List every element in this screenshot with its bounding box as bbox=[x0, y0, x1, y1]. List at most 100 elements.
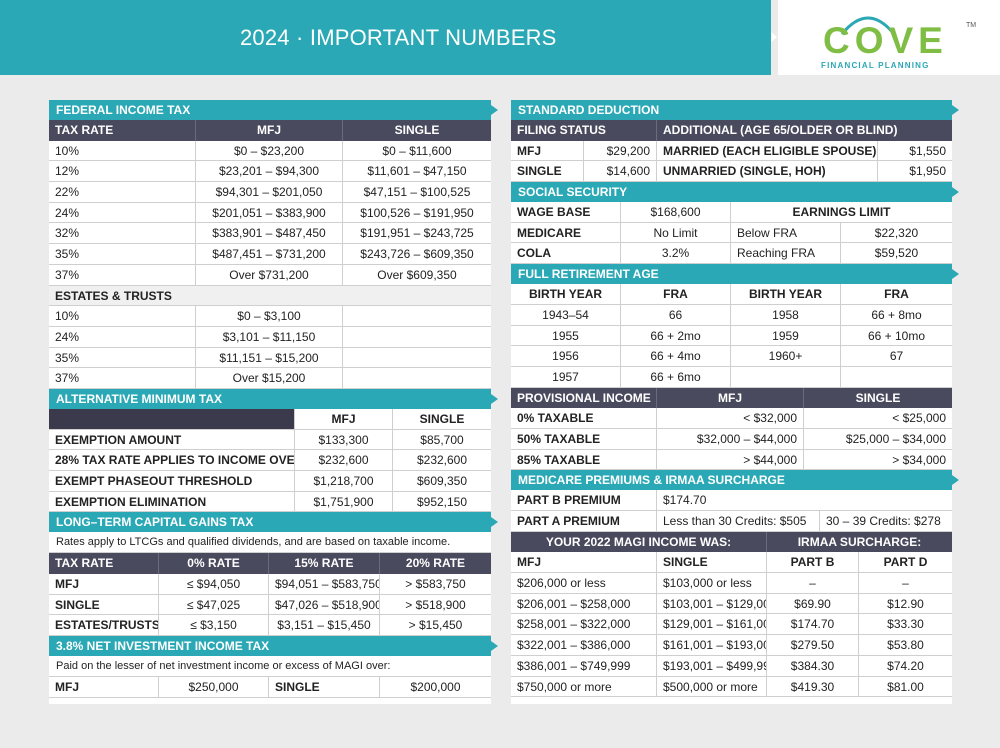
irmaa-col-partd: PART D bbox=[883, 555, 928, 570]
niit-note: Paid on the lesser of net investment inc… bbox=[49, 656, 491, 678]
section-ltcg: LONG–TERM CAPITAL GAINS TAX bbox=[49, 512, 498, 533]
estates-row-cell: 35% bbox=[49, 347, 196, 368]
prov-col-0: PROVISIONAL INCOME bbox=[511, 387, 657, 409]
ss-row: MEDICARE No Limit Below FRA $22,320 bbox=[511, 222, 952, 244]
amt-header-row: MFJ SINGLE bbox=[49, 408, 491, 430]
estates-row-cell bbox=[343, 368, 491, 388]
niit-single-value: $200,000 bbox=[410, 680, 461, 695]
prov-col-2: SINGLE bbox=[855, 390, 901, 405]
fit-col-mfj: MFJ bbox=[196, 120, 343, 141]
ss-wage-value: $168,600 bbox=[621, 202, 731, 222]
ss-row: COLA 3.2% Reaching FRA $59,520 bbox=[511, 243, 952, 265]
fra-row-cell: 1958 bbox=[731, 304, 841, 325]
irmaa-row: $206,001 – $258,000 $103,001 – $129,000 $6… bbox=[511, 593, 952, 615]
ltcg-row-cell: > $583,750 bbox=[405, 577, 466, 592]
amt-row: EXEMPTION ELIMINATION $1,751,900 $952,150 bbox=[49, 491, 491, 513]
fit-row-cell: $100,526 – $191,950 bbox=[360, 205, 474, 220]
irmaa-row-cell: $386,001 – $749,999 bbox=[511, 655, 657, 676]
amt-row-cell: $85,700 bbox=[420, 432, 464, 447]
irmaa-row-cell: $103,001 – $129,000 bbox=[657, 593, 767, 614]
fit-row: 12% $23,201 – $94,300 $11,601 – $47,150 bbox=[49, 161, 491, 183]
estates-row-cell bbox=[343, 348, 491, 368]
sd-col-1: ADDITIONAL (AGE 65/OLDER OR BLIND) bbox=[663, 123, 898, 137]
fit-row-cell: $47,151 – $100,525 bbox=[363, 185, 471, 200]
fit-row-cell: 12% bbox=[49, 161, 196, 182]
fit-row-cell: 10% bbox=[49, 140, 196, 161]
fra-row: 1956 66 + 4mo 1960+ 67 bbox=[511, 346, 952, 367]
estates-row-cell: 37% bbox=[49, 368, 196, 388]
amt-row-cell: $232,600 bbox=[416, 453, 468, 468]
ss-row-0: WAGE BASE $168,600 EARNINGS LIMIT bbox=[511, 202, 952, 223]
irmaa-row-cell: $74.20 bbox=[887, 658, 924, 673]
fit-row-cell: $0 – $11,600 bbox=[382, 143, 452, 158]
fra-row-cell: 66 + 2mo bbox=[621, 325, 731, 346]
irmaa-row-cell: $193,001 – $499,999 bbox=[657, 655, 767, 676]
amt-row: EXEMPTION AMOUNT $133,300 $85,700 bbox=[49, 429, 491, 451]
fra-row-cell: 66 + 4mo bbox=[621, 346, 731, 366]
irmaa-col-row: MFJ SINGLE PART B PART D bbox=[511, 552, 952, 574]
fit-row: 24% $201,051 – $383,900 $100,526 – $191,95… bbox=[49, 202, 491, 224]
fit-row-cell: $383,901 – $487,450 bbox=[196, 223, 343, 244]
sd-row: SINGLE $14,600 UNMARRIED (SINGLE, HOH) $1,9… bbox=[511, 161, 952, 183]
fit-row-cell: $11,601 – $47,150 bbox=[367, 164, 467, 179]
ltcg-col-1: 0% RATE bbox=[159, 553, 269, 575]
fit-row-cell: $94,301 – $201,050 bbox=[196, 182, 343, 202]
niit-mfj-value: $250,000 bbox=[159, 677, 269, 697]
prov-row: 50% TAXABLE $32,000 – $44,000 $25,000 – $3… bbox=[511, 428, 952, 450]
fit-header-row: TAX RATE MFJ SINGLE bbox=[49, 120, 491, 141]
ltcg-note: Rates apply to LTCGs and qualified divid… bbox=[49, 532, 491, 554]
fit-row-cell: $0 – $23,200 bbox=[196, 140, 343, 161]
section-niit: 3.8% NET INVESTMENT INCOME TAX bbox=[49, 636, 498, 657]
prov-row-cell: $32,000 – $44,000 bbox=[657, 428, 804, 449]
irmaa-row-cell: $129,001 – $161,000 bbox=[657, 614, 767, 635]
fit-row-cell: 32% bbox=[49, 223, 196, 244]
irmaa-header-row: YOUR 2022 MAGI INCOME WAS: IRMAA SURCHAR… bbox=[511, 531, 952, 553]
section-medicare: MEDICARE PREMIUMS & IRMAA SURCHARGE bbox=[511, 470, 959, 491]
fra-row-cell: 1960+ bbox=[731, 346, 841, 366]
niit-mfj-label: MFJ bbox=[49, 677, 159, 697]
niit-single-label: SINGLE bbox=[269, 677, 380, 697]
parta-row: PART A PREMIUM Less than 30 Credits: $50… bbox=[511, 511, 952, 532]
irmaa-row-cell: $419.30 bbox=[767, 676, 859, 697]
fit-row-cell: Over $609,350 bbox=[377, 267, 457, 282]
fit-row-cell: 35% bbox=[49, 244, 196, 264]
ltcg-row: MFJ ≤ $94,050 $94,051 – $583,750 > $583,750 bbox=[49, 574, 491, 595]
irmaa-row-cell: $12.90 bbox=[887, 596, 924, 611]
fra-row-cell: 1943–54 bbox=[511, 304, 621, 325]
ss-row-cell: MEDICARE bbox=[511, 222, 621, 243]
ltcg-row-cell: $3,151 – $15,450 bbox=[269, 615, 380, 636]
ltcg-col-3: 20% RATE bbox=[405, 556, 466, 571]
ss-row-cell: 3.2% bbox=[621, 243, 731, 264]
fit-row-cell: $243,726 – $609,350 bbox=[360, 247, 474, 262]
prov-row-cell: 85% TAXABLE bbox=[511, 449, 657, 470]
fra-row-cell: 1955 bbox=[511, 325, 621, 346]
prov-row-cell: 50% TAXABLE bbox=[511, 428, 657, 449]
estates-row-cell bbox=[343, 306, 491, 326]
amt-row-cell: $1,751,900 bbox=[295, 491, 393, 512]
amt-row: EXEMPT PHASEOUT THRESHOLD $1,218,700 $609,… bbox=[49, 471, 491, 492]
fit-col-single: SINGLE bbox=[394, 123, 440, 137]
logo-word: COVE bbox=[823, 20, 948, 61]
fra-row: 1957 66 + 6mo bbox=[511, 366, 952, 388]
fra-row-cell: 66 + 6mo bbox=[621, 366, 731, 387]
estates-row: 37% Over $15,200 bbox=[49, 368, 491, 389]
ss-row-cell: No Limit bbox=[621, 222, 731, 243]
fit-row-cell: $23,201 – $94,300 bbox=[196, 161, 343, 182]
prov-row-cell: > $44,000 bbox=[657, 449, 804, 470]
ss-row-cell: $59,520 bbox=[874, 246, 919, 261]
irmaa-row-cell: $258,001 – $322,000 bbox=[511, 614, 657, 635]
fit-row-cell: $487,451 – $731,200 bbox=[196, 244, 343, 264]
estates-row-cell: $11,151 – $15,200 bbox=[196, 347, 343, 368]
header-arrow bbox=[771, 32, 777, 42]
fit-row: 37% Over $731,200 Over $609,350 bbox=[49, 264, 491, 286]
fit-row: 10% $0 – $23,200 $0 – $11,600 bbox=[49, 140, 491, 162]
ltcg-row-cell: ≤ $94,050 bbox=[159, 574, 269, 594]
sd-row-cell: MFJ bbox=[511, 140, 584, 161]
prov-row-cell: $25,000 – $34,000 bbox=[845, 431, 946, 446]
left-panel: FEDERAL INCOME TAX TAX RATE MFJ SINGLE 1… bbox=[49, 100, 498, 704]
amt-row: 28% TAX RATE APPLIES TO INCOME OVER $232,… bbox=[49, 450, 491, 471]
estates-title: ESTATES & TRUSTS bbox=[55, 288, 172, 303]
irmaa-hdr-surcharge: IRMAA SURCHARGE: bbox=[797, 534, 922, 549]
ss-row-cell: Below FRA bbox=[731, 222, 841, 243]
ltcg-row-cell: $94,051 – $583,750 bbox=[269, 574, 380, 594]
